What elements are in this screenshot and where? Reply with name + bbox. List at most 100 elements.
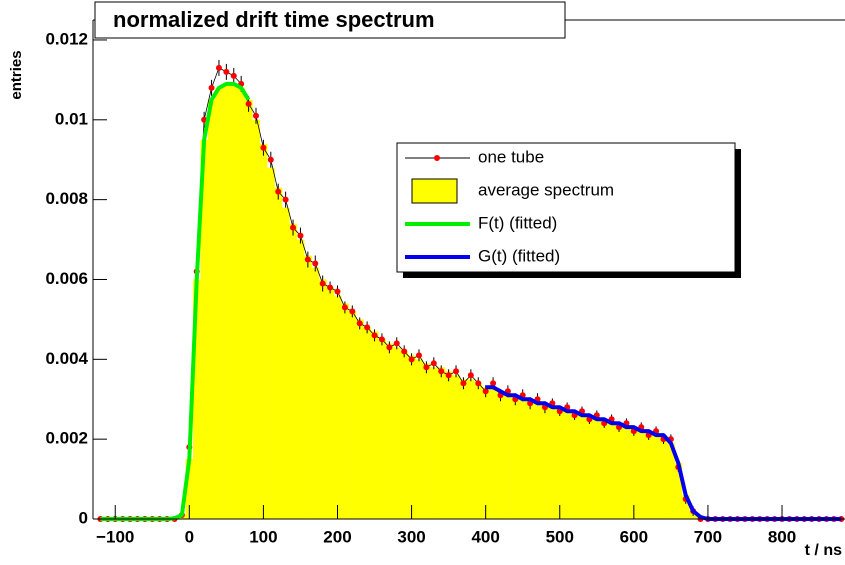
histogram-bin [237, 87, 246, 519]
x-tick-label: 200 [323, 527, 351, 546]
histogram-bin [252, 119, 260, 520]
data-point [371, 332, 378, 339]
data-point [438, 368, 445, 375]
histogram-bin [193, 279, 201, 519]
x-tick-label: 100 [249, 527, 277, 546]
histogram-bin [630, 427, 638, 519]
data-point [467, 372, 474, 379]
histogram-bin [407, 355, 416, 519]
histogram-bin [593, 419, 601, 519]
histogram-bin [370, 331, 379, 519]
histogram-bin [607, 423, 616, 519]
legend-label: F(t) (fitted) [478, 213, 557, 232]
histogram-bin [659, 435, 668, 519]
histogram-bin [244, 99, 253, 519]
y-tick-label: 0.008 [45, 189, 88, 208]
histogram-bin [185, 459, 194, 519]
histogram-bin [311, 267, 320, 519]
histogram-bin [519, 399, 527, 519]
y-tick-label: 0.004 [45, 349, 88, 368]
histogram-bin [259, 143, 268, 519]
data-point [386, 344, 393, 351]
data-point [453, 368, 460, 375]
x-tick-label: 400 [471, 527, 499, 546]
histogram-bin [333, 295, 342, 519]
histogram-bin [267, 167, 275, 520]
y-tick-label: 0.006 [45, 269, 88, 288]
data-point [297, 232, 304, 239]
histogram-bin [200, 139, 209, 519]
histogram-bin [296, 239, 305, 519]
histogram-bin [289, 223, 298, 520]
y-tick-label: 0 [79, 508, 88, 527]
x-tick-label: 700 [694, 527, 722, 546]
data-point [364, 324, 371, 331]
legend-swatch [411, 178, 458, 204]
data-point [252, 112, 259, 119]
histogram-bin [585, 415, 594, 519]
histogram-bin [400, 351, 409, 519]
histogram-bin [674, 463, 683, 519]
data-point [230, 72, 237, 79]
x-tick-label: 600 [620, 527, 648, 546]
histogram-bin [222, 83, 231, 519]
histogram-bin [600, 419, 609, 519]
data-point [282, 196, 289, 203]
histogram-bin [422, 363, 431, 519]
histogram-bin [667, 443, 675, 519]
histogram-bin [230, 83, 238, 519]
histogram-bin [393, 347, 401, 519]
data-point [215, 64, 222, 71]
data-point [490, 380, 497, 387]
data-point [319, 280, 326, 287]
data-point [304, 256, 311, 263]
data-point [408, 356, 415, 363]
data-point [378, 336, 385, 343]
histogram-bin [526, 399, 535, 519]
histogram-bin [341, 303, 349, 519]
histogram-bin [274, 187, 283, 519]
histogram-bin [644, 431, 653, 519]
histogram-bin [437, 367, 446, 519]
legend-box [396, 142, 736, 273]
x-tick-label: 0 [185, 527, 194, 546]
histogram-bin [570, 411, 579, 519]
histogram-bin [496, 391, 505, 519]
histogram-bin [444, 371, 453, 519]
data-point [327, 284, 334, 291]
histogram-bin [207, 99, 216, 519]
histogram-bin [318, 279, 327, 519]
data-point [312, 260, 319, 267]
histogram-bin [511, 395, 520, 519]
data-point [482, 388, 489, 395]
histogram-bin [578, 415, 586, 519]
data-point [267, 156, 274, 163]
histogram-bin [556, 407, 564, 519]
data-point [341, 304, 348, 311]
histogram-bin [622, 427, 631, 519]
legend-label: G(t) (fitted) [478, 246, 560, 265]
histogram-bin [682, 495, 690, 519]
data-point [208, 84, 215, 91]
histogram-bin [459, 379, 468, 519]
data-point [334, 288, 341, 295]
data-point [223, 68, 230, 75]
data-point [245, 100, 252, 107]
x-tick-label: 800 [768, 527, 796, 546]
data-point [275, 188, 282, 195]
histogram-bin [215, 87, 223, 519]
histogram-bin [474, 383, 483, 519]
y-tick-label: 0.01 [55, 109, 88, 128]
histogram-bin [615, 423, 624, 519]
data-point [423, 364, 430, 371]
y-axis-label: entries [8, 50, 25, 99]
histogram-bin [652, 435, 661, 519]
y-tick-label: 0.012 [45, 29, 88, 48]
data-point [290, 224, 297, 231]
data-point [401, 348, 408, 355]
title-box [94, 1, 566, 39]
y-tick-label: 0.002 [45, 429, 88, 448]
histogram-bin [326, 287, 335, 519]
